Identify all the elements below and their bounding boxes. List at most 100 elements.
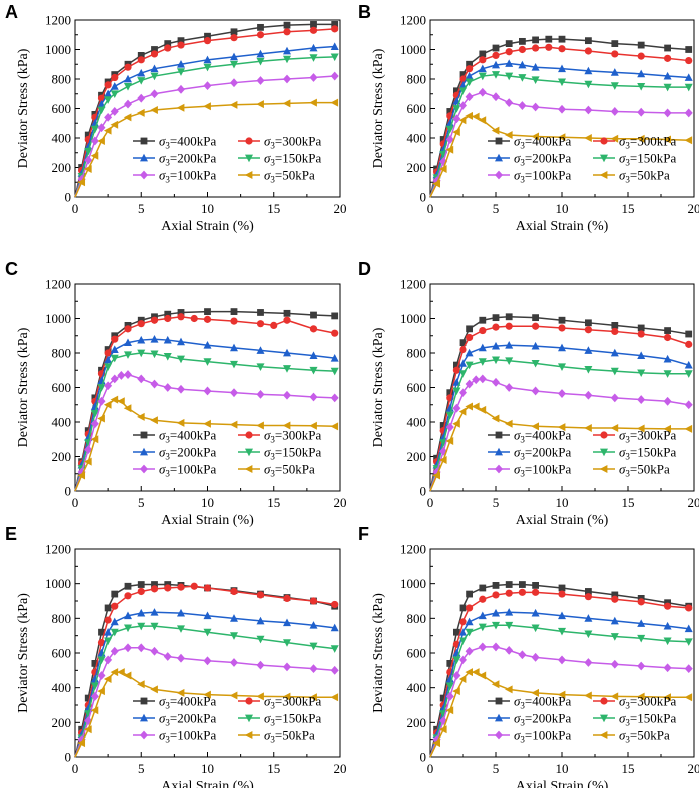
data-point [177, 60, 185, 68]
legend-marker [140, 153, 148, 162]
data-point [459, 71, 467, 78]
data-point [124, 82, 132, 91]
data-point [505, 383, 514, 392]
data-point [150, 72, 159, 81]
data-point [137, 77, 146, 85]
x-tick-label: 15 [267, 495, 280, 510]
data-point [150, 685, 158, 694]
legend-marker [495, 431, 503, 439]
data-point [452, 105, 461, 113]
x-tick-label: 20 [334, 495, 347, 510]
data-point [432, 739, 440, 748]
data-point [230, 52, 238, 61]
legend-item: σ3=50kPa [238, 728, 315, 745]
data-point [637, 424, 645, 433]
data-point [611, 327, 619, 336]
legend-marker [495, 137, 503, 145]
data-point [684, 664, 693, 673]
data-point [230, 587, 238, 596]
y-axis-title: Deviator Stress (kPa) [371, 48, 386, 168]
data-point [531, 63, 540, 71]
legend-label: σ3=50kPa [619, 462, 670, 479]
data-point [137, 622, 146, 631]
legend-label: σ3=200kPa [159, 711, 216, 728]
data-point [685, 56, 693, 65]
legend-item: σ3=200kPa [133, 711, 216, 728]
data-point [230, 632, 238, 640]
data-point [637, 324, 645, 332]
data-point [150, 89, 159, 99]
series-line [74, 647, 335, 758]
y-tick-label: 1000 [400, 576, 426, 591]
data-point [230, 658, 238, 667]
data-point [163, 335, 172, 344]
legend-item: σ3=150kPa [238, 445, 321, 462]
data-point [203, 386, 212, 396]
legend-label: σ3=300kPa [264, 428, 321, 445]
data-point [283, 28, 291, 36]
data-point [492, 591, 500, 599]
legend-item: σ3=50kPa [593, 168, 670, 185]
legend-label: σ3=300kPa [264, 694, 321, 711]
data-point [84, 131, 92, 139]
data-point [177, 37, 185, 45]
x-tick-label: 5 [493, 495, 500, 510]
data-point [256, 76, 265, 85]
data-point [229, 691, 238, 700]
data-point [124, 624, 132, 633]
data-point [256, 49, 265, 58]
data-point [111, 335, 119, 343]
data-point [519, 581, 526, 588]
data-point [637, 82, 646, 91]
data-point [492, 92, 500, 102]
data-point [230, 317, 238, 325]
data-point [610, 68, 619, 76]
data-point [104, 363, 113, 371]
legend-label: σ3=200kPa [514, 445, 571, 462]
y-tick-label: 600 [407, 646, 427, 661]
x-tick-label: 20 [334, 761, 347, 776]
data-point [309, 693, 317, 702]
data-point [331, 21, 339, 28]
data-point [518, 74, 527, 82]
data-point [446, 389, 454, 397]
panel-letter: D [358, 259, 371, 279]
data-point [439, 433, 448, 441]
legend-marker [245, 137, 253, 145]
data-point [465, 646, 474, 656]
legend-item: σ3=150kPa [593, 445, 676, 462]
data-point [283, 309, 291, 317]
data-point [465, 92, 474, 102]
data-point [110, 120, 119, 129]
data-point [459, 655, 467, 665]
data-point [163, 383, 172, 392]
data-point [459, 345, 467, 354]
series-150kpa [74, 53, 339, 198]
data-point [445, 691, 454, 701]
data-point [97, 671, 106, 680]
legend-label: σ3=100kPa [514, 462, 571, 479]
data-point [478, 611, 487, 620]
data-point [117, 668, 125, 677]
x-tick-label: 5 [138, 201, 145, 216]
data-point [110, 668, 119, 677]
data-point [663, 135, 671, 144]
legend-label: σ3=150kPa [619, 711, 676, 728]
y-axis-title: Deviator Stress (kPa) [371, 593, 386, 713]
data-point [492, 608, 500, 617]
series-line [429, 115, 689, 198]
x-tick-label: 10 [201, 495, 214, 510]
data-point [150, 316, 159, 324]
legend-item: σ3=300kPa [238, 694, 321, 711]
data-point [492, 44, 500, 52]
series-300kpa [74, 582, 339, 758]
data-point [310, 21, 317, 28]
legend-label: σ3=100kPa [514, 168, 571, 185]
data-point [465, 361, 474, 370]
legend-marker [140, 713, 148, 722]
data-point [479, 50, 487, 58]
y-tick-label: 1000 [45, 576, 71, 591]
data-point [663, 370, 672, 378]
y-tick-label: 400 [52, 131, 72, 146]
data-point [203, 37, 212, 45]
